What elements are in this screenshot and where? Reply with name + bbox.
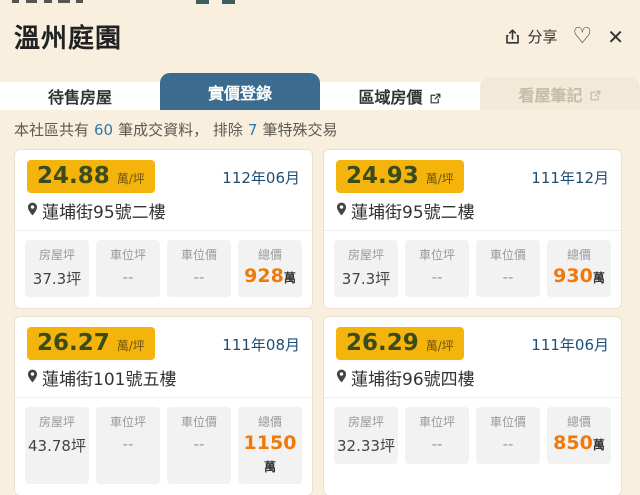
- favorite-heart-icon[interactable]: ♡: [572, 23, 593, 49]
- transaction-date: 111年08月: [222, 336, 300, 354]
- map-pin-icon: [27, 368, 38, 387]
- stat-parking-price: 車位價 --: [167, 240, 231, 297]
- stat-parking-area: 車位坪 --: [405, 240, 469, 297]
- map-pin-icon: [27, 201, 38, 220]
- close-icon[interactable]: ✕: [607, 24, 624, 49]
- stat-house-area: 房屋坪 37.3坪: [334, 240, 398, 297]
- transaction-card[interactable]: 26.27 萬/坪 111年08月 蓮埔街101號五樓 房屋坪 43.78坪 車…: [14, 316, 313, 495]
- share-label: 分享: [527, 28, 558, 46]
- external-link-icon: [429, 90, 442, 103]
- stat-parking-price: 車位價 --: [476, 240, 540, 297]
- price-badge: 26.27 萬/坪: [27, 327, 155, 360]
- tab-actual-price[interactable]: 實價登錄: [160, 73, 320, 110]
- header-actions: 分享 ♡ ✕: [503, 23, 624, 49]
- stat-parking-price: 車位價 --: [476, 407, 540, 464]
- unit-price: 26.27: [37, 330, 110, 356]
- transaction-card-grid: 24.88 萬/坪 112年06月 蓮埔街95號二樓 房屋坪 37.3坪 車位坪…: [0, 147, 640, 495]
- transaction-count: 60: [94, 121, 114, 139]
- transaction-card[interactable]: 26.29 萬/坪 111年06月 蓮埔街96號四樓 房屋坪 32.33坪 車位…: [323, 316, 622, 495]
- transaction-date: 112年06月: [222, 169, 300, 187]
- excluded-count: 7: [247, 121, 258, 139]
- share-icon: [503, 27, 522, 46]
- tab-for-sale[interactable]: 待售房屋: [47, 88, 112, 107]
- header: 溫州庭園 分享 ♡ ✕: [0, 0, 640, 65]
- unit-price: 24.88: [37, 163, 110, 189]
- transaction-date: 111年12月: [531, 169, 609, 187]
- address: 蓮埔街95號二樓: [351, 203, 475, 223]
- stat-parking-area: 車位坪 --: [96, 407, 160, 484]
- share-button[interactable]: 分享: [503, 26, 558, 47]
- card-divider: [15, 230, 312, 231]
- card-divider: [324, 230, 621, 231]
- stat-total-price: 總價 1150萬: [238, 407, 302, 484]
- stat-house-area: 房屋坪 37.3坪: [25, 240, 89, 297]
- stat-total-price: 總價 850萬: [547, 407, 611, 464]
- card-divider: [324, 397, 621, 398]
- unit-price: 24.93: [346, 163, 419, 189]
- address: 蓮埔街95號二樓: [42, 203, 166, 223]
- unit-price: 26.29: [346, 330, 419, 356]
- transaction-date: 111年06月: [531, 336, 609, 354]
- tab-viewing-notes[interactable]: 看屋筆記: [480, 77, 640, 110]
- external-link-icon: [589, 87, 602, 101]
- transaction-summary: 本社區共有 60 筆成交資料， 排除 7 筆特殊交易: [14, 121, 338, 139]
- address: 蓮埔街96號四樓: [351, 370, 475, 390]
- address: 蓮埔街101號五樓: [42, 370, 177, 390]
- stat-parking-area: 車位坪 --: [405, 407, 469, 464]
- stat-house-area: 房屋坪 43.78坪: [25, 407, 89, 484]
- tab-bar: 待售房屋 實價登錄 區域房價 看屋筆記: [0, 73, 640, 110]
- stat-parking-price: 車位價 --: [167, 407, 231, 484]
- tab-regional-price[interactable]: 區域房價: [320, 82, 480, 110]
- price-badge: 24.93 萬/坪: [336, 160, 464, 193]
- transaction-card[interactable]: 24.93 萬/坪 111年12月 蓮埔街95號二樓 房屋坪 37.3坪 車位坪…: [323, 149, 622, 309]
- map-pin-icon: [336, 368, 347, 387]
- price-badge: 26.29 萬/坪: [336, 327, 464, 360]
- stat-house-area: 房屋坪 32.33坪: [334, 407, 398, 464]
- transaction-card[interactable]: 24.88 萬/坪 112年06月 蓮埔街95號二樓 房屋坪 37.3坪 車位坪…: [14, 149, 313, 309]
- map-pin-icon: [336, 201, 347, 220]
- stat-parking-area: 車位坪 --: [96, 240, 160, 297]
- stat-total-price: 總價 928萬: [238, 240, 302, 297]
- card-divider: [15, 397, 312, 398]
- top-cutoff-fragments: [0, 0, 640, 5]
- stat-total-price: 總價 930萬: [547, 240, 611, 297]
- price-badge: 24.88 萬/坪: [27, 160, 155, 193]
- page-title: 溫州庭園: [14, 24, 123, 54]
